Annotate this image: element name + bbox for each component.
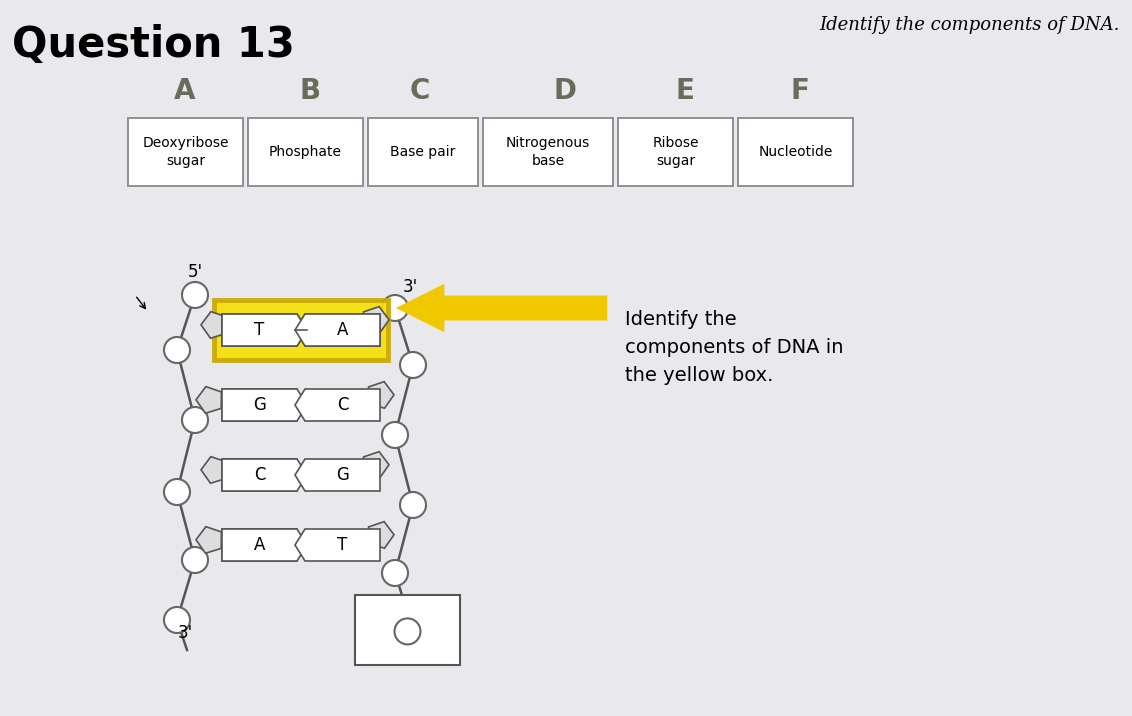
Circle shape bbox=[182, 282, 208, 308]
FancyArrowPatch shape bbox=[396, 284, 607, 332]
Text: Deoxyribose
sugar: Deoxyribose sugar bbox=[143, 136, 229, 168]
Polygon shape bbox=[196, 387, 222, 413]
Text: C: C bbox=[336, 396, 349, 414]
Circle shape bbox=[182, 407, 208, 433]
Circle shape bbox=[400, 617, 426, 643]
Polygon shape bbox=[201, 311, 226, 338]
Circle shape bbox=[164, 337, 190, 363]
Polygon shape bbox=[222, 314, 307, 346]
Text: Base pair: Base pair bbox=[391, 145, 456, 159]
Polygon shape bbox=[222, 314, 307, 346]
Bar bbox=[738, 118, 854, 186]
Text: C: C bbox=[410, 77, 430, 105]
Circle shape bbox=[182, 547, 208, 573]
Text: A: A bbox=[174, 77, 196, 105]
Text: 3': 3' bbox=[178, 624, 192, 642]
Bar bbox=[483, 118, 614, 186]
Polygon shape bbox=[222, 529, 307, 561]
Bar bbox=[248, 118, 363, 186]
Polygon shape bbox=[363, 452, 389, 478]
Bar bbox=[355, 595, 460, 665]
Bar bbox=[222, 389, 297, 421]
Text: C: C bbox=[254, 466, 265, 484]
Bar bbox=[222, 459, 297, 491]
Polygon shape bbox=[222, 389, 307, 421]
Text: T: T bbox=[255, 321, 265, 339]
Text: A: A bbox=[337, 321, 349, 339]
Circle shape bbox=[381, 422, 408, 448]
Text: 5': 5' bbox=[405, 631, 421, 649]
Text: Question 13: Question 13 bbox=[12, 24, 294, 66]
Circle shape bbox=[164, 479, 190, 505]
Polygon shape bbox=[363, 306, 389, 333]
Polygon shape bbox=[295, 314, 380, 346]
Text: 5': 5' bbox=[188, 263, 203, 281]
Text: B: B bbox=[300, 77, 320, 105]
Polygon shape bbox=[369, 522, 394, 548]
Text: F: F bbox=[790, 77, 809, 105]
Text: 3': 3' bbox=[402, 278, 418, 296]
Polygon shape bbox=[222, 459, 307, 491]
Polygon shape bbox=[295, 459, 380, 491]
Text: Identify the components of DNA.: Identify the components of DNA. bbox=[820, 16, 1120, 34]
Polygon shape bbox=[201, 457, 226, 483]
Circle shape bbox=[400, 492, 426, 518]
Bar bbox=[222, 529, 297, 561]
Text: Nitrogenous
base: Nitrogenous base bbox=[506, 136, 590, 168]
Text: T: T bbox=[255, 321, 265, 339]
Text: A: A bbox=[337, 321, 349, 339]
Text: Identify the
components of DNA in
the yellow box.: Identify the components of DNA in the ye… bbox=[625, 310, 843, 385]
Text: T: T bbox=[337, 536, 348, 554]
Text: Nucleotide: Nucleotide bbox=[758, 145, 833, 159]
Bar bbox=[618, 118, 734, 186]
Text: Phosphate: Phosphate bbox=[269, 145, 342, 159]
Text: G: G bbox=[254, 396, 266, 414]
Text: G: G bbox=[336, 466, 349, 484]
Circle shape bbox=[400, 352, 426, 378]
Polygon shape bbox=[295, 314, 380, 346]
Bar bbox=[222, 314, 297, 346]
Text: A: A bbox=[254, 536, 265, 554]
Bar bbox=[368, 118, 478, 186]
Circle shape bbox=[394, 619, 420, 644]
Circle shape bbox=[381, 560, 408, 586]
Text: E: E bbox=[676, 77, 694, 105]
Text: D: D bbox=[554, 77, 576, 105]
Polygon shape bbox=[295, 389, 380, 421]
Bar bbox=[214, 300, 388, 360]
Bar bbox=[128, 118, 243, 186]
Circle shape bbox=[381, 295, 408, 321]
Circle shape bbox=[164, 607, 190, 633]
Polygon shape bbox=[295, 529, 380, 561]
Text: Ribose
sugar: Ribose sugar bbox=[652, 136, 698, 168]
Polygon shape bbox=[369, 382, 394, 408]
Polygon shape bbox=[196, 527, 222, 553]
